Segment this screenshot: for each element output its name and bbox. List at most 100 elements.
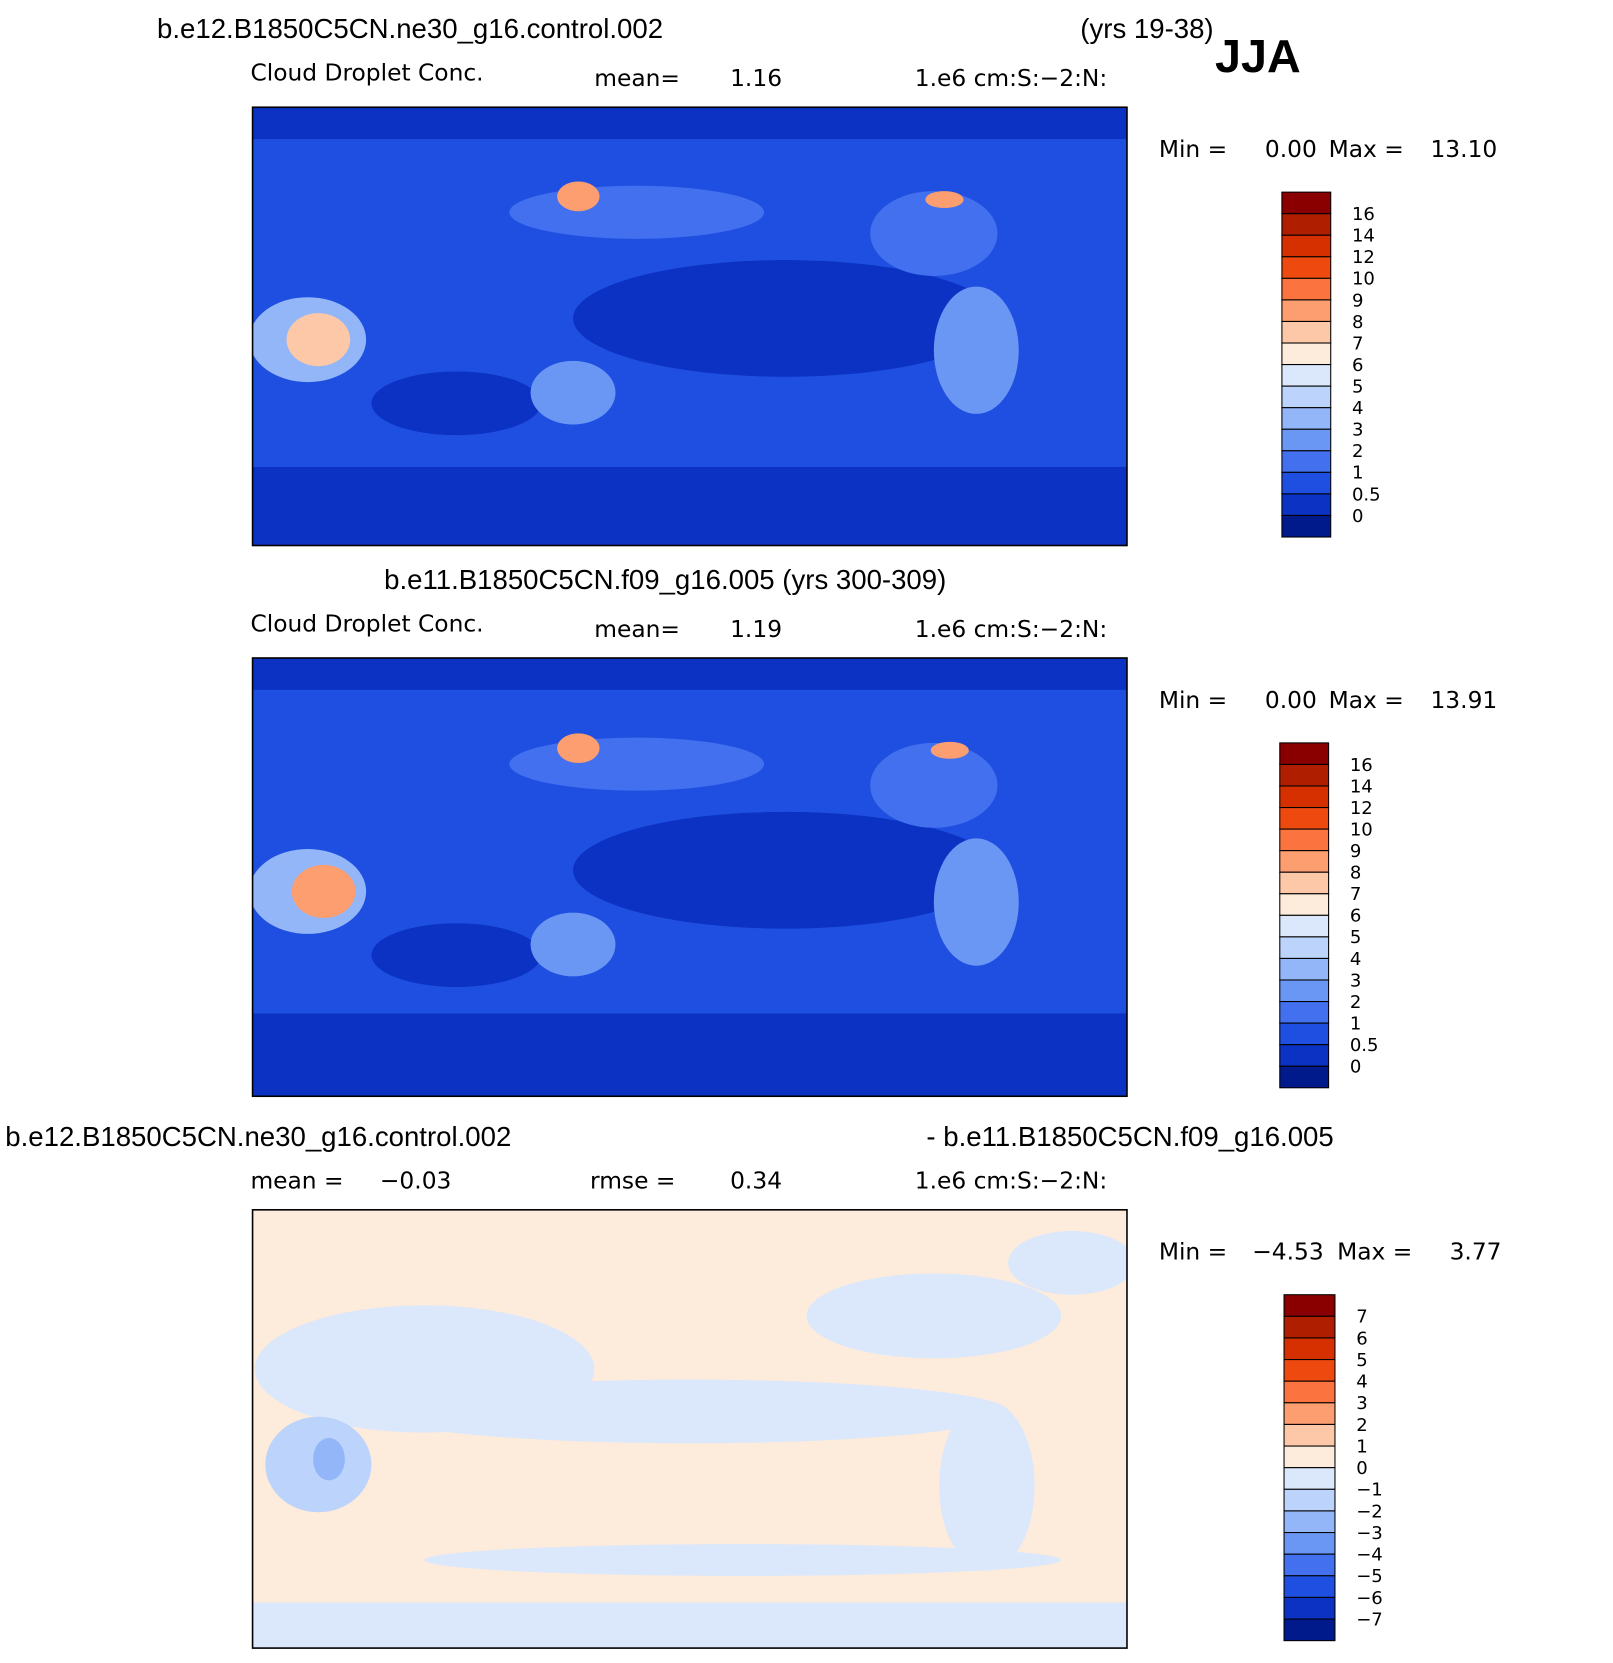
rmse-label: rmse = <box>590 1167 675 1195</box>
map <box>252 1209 1127 1649</box>
colorbar-label: −4 <box>1356 1545 1383 1566</box>
min-label: Min = <box>1159 686 1227 714</box>
colorbar-box <box>1283 1467 1336 1490</box>
colorbar-label: 14 <box>1352 226 1375 247</box>
colorbar-label: 0 <box>1356 1458 1367 1479</box>
colorbar-label: 6 <box>1350 906 1361 927</box>
mean-label: mean= <box>594 64 680 92</box>
colorbar-box <box>1283 1445 1336 1469</box>
colorbar-label: 9 <box>1350 841 1361 862</box>
colorbar-box <box>1281 191 1332 215</box>
colorbar-label: 14 <box>1350 776 1373 797</box>
map-frame <box>251 106 1128 547</box>
min: 0.00 <box>1265 135 1317 163</box>
colorbar-box <box>1283 1337 1336 1361</box>
map <box>252 107 1127 546</box>
max-label: Max = <box>1329 135 1404 163</box>
colorbar-label: −2 <box>1356 1501 1383 1522</box>
colorbar-box <box>1281 493 1332 516</box>
colorbar-label: −1 <box>1356 1480 1383 1501</box>
mean-label: mean = <box>250 1167 343 1195</box>
colorbar-box <box>1281 471 1332 495</box>
colorbar-box <box>1279 1044 1330 1067</box>
mean: 1.16 <box>730 64 782 92</box>
colorbar-box <box>1281 428 1332 452</box>
season: JJA <box>1215 30 1301 82</box>
colorbar-box <box>1279 914 1330 938</box>
colorbar-box <box>1283 1488 1336 1512</box>
colorbar-label: 0.5 <box>1350 1035 1379 1056</box>
colorbar-box <box>1279 979 1330 1003</box>
colorbar-box <box>1281 234 1332 258</box>
max: 13.10 <box>1430 135 1497 163</box>
panel-title: b.e11.B1850C5CN.f09_g16.005 (yrs 300-309… <box>384 564 946 595</box>
colorbar-label: 8 <box>1350 863 1361 884</box>
units: 1.e6 cm:S:−2:N: <box>915 1167 1108 1195</box>
colorbar-label: −3 <box>1356 1523 1383 1544</box>
colorbar-label: 10 <box>1352 269 1375 290</box>
colorbar-label: 1 <box>1350 1013 1361 1034</box>
colorbar-label: 16 <box>1350 755 1373 776</box>
colorbar-box <box>1281 364 1332 387</box>
colorbar-label: 4 <box>1352 398 1363 419</box>
units: 1.e6 cm:S:−2:N: <box>915 615 1108 643</box>
colorbar-label: 5 <box>1350 927 1361 948</box>
colorbar-box <box>1279 763 1330 787</box>
colorbar-box <box>1279 871 1330 895</box>
mean-label: mean= <box>594 615 680 643</box>
colorbar-label: 2 <box>1352 441 1363 462</box>
colorbar-label: 12 <box>1350 798 1373 819</box>
colorbar-box <box>1281 299 1332 322</box>
colorbar-label: 7 <box>1356 1307 1367 1328</box>
colorbar-box <box>1279 828 1330 852</box>
colorbar-label: 2 <box>1350 992 1361 1013</box>
map-frame <box>251 1209 1128 1649</box>
colorbar-box <box>1283 1294 1336 1317</box>
colorbar-box <box>1279 957 1330 981</box>
colorbar-label: 16 <box>1352 204 1375 225</box>
colorbar-box <box>1283 1532 1336 1555</box>
colorbar-box <box>1281 256 1332 279</box>
years: (yrs 19-38) <box>1080 13 1213 44</box>
colorbar-label: 7 <box>1350 884 1361 905</box>
colorbar-box <box>1279 742 1330 765</box>
colorbar-box <box>1281 320 1332 344</box>
colorbar-label: 12 <box>1352 247 1375 268</box>
colorbar-box <box>1283 1315 1336 1339</box>
colorbar-box <box>1279 936 1330 959</box>
colorbar-box <box>1283 1553 1336 1577</box>
panel-title-left: b.e12.B1850C5CN.ne30_g16.control.002 <box>5 1121 511 1152</box>
colorbar-box <box>1281 213 1332 236</box>
max: 3.77 <box>1450 1238 1502 1266</box>
colorbar-box <box>1279 1022 1330 1046</box>
variable: Cloud Droplet Conc. <box>250 609 483 637</box>
colorbar-box <box>1281 450 1332 473</box>
max-label: Max = <box>1337 1238 1412 1266</box>
mean: 1.19 <box>730 615 782 643</box>
rmse: 0.34 <box>730 1167 782 1195</box>
colorbar-label: 6 <box>1352 355 1363 376</box>
colorbar-label: 0 <box>1352 506 1363 527</box>
colorbar-label: 5 <box>1356 1350 1367 1371</box>
colorbar-label: 10 <box>1350 819 1373 840</box>
units: 1.e6 cm:S:−2:N: <box>915 64 1108 92</box>
colorbar-label: 8 <box>1352 312 1363 333</box>
colorbar-box <box>1283 1510 1336 1534</box>
colorbar-box <box>1279 893 1330 916</box>
colorbar-label: 0.5 <box>1352 484 1381 505</box>
colorbar-label: 1 <box>1356 1436 1367 1457</box>
colorbar-box <box>1283 1596 1336 1620</box>
colorbar-label: −7 <box>1356 1609 1383 1630</box>
colorbar-label: 4 <box>1350 949 1361 970</box>
max: 13.91 <box>1430 686 1497 714</box>
colorbar-label: 0 <box>1350 1057 1361 1078</box>
colorbar-label: 1 <box>1352 463 1363 484</box>
colorbar-label: 3 <box>1352 420 1363 441</box>
colorbar-box <box>1281 514 1332 538</box>
colorbar-box <box>1283 1575 1336 1598</box>
panel-title: b.e12.B1850C5CN.ne30_g16.control.002 <box>157 13 663 44</box>
colorbar-box <box>1281 385 1332 409</box>
